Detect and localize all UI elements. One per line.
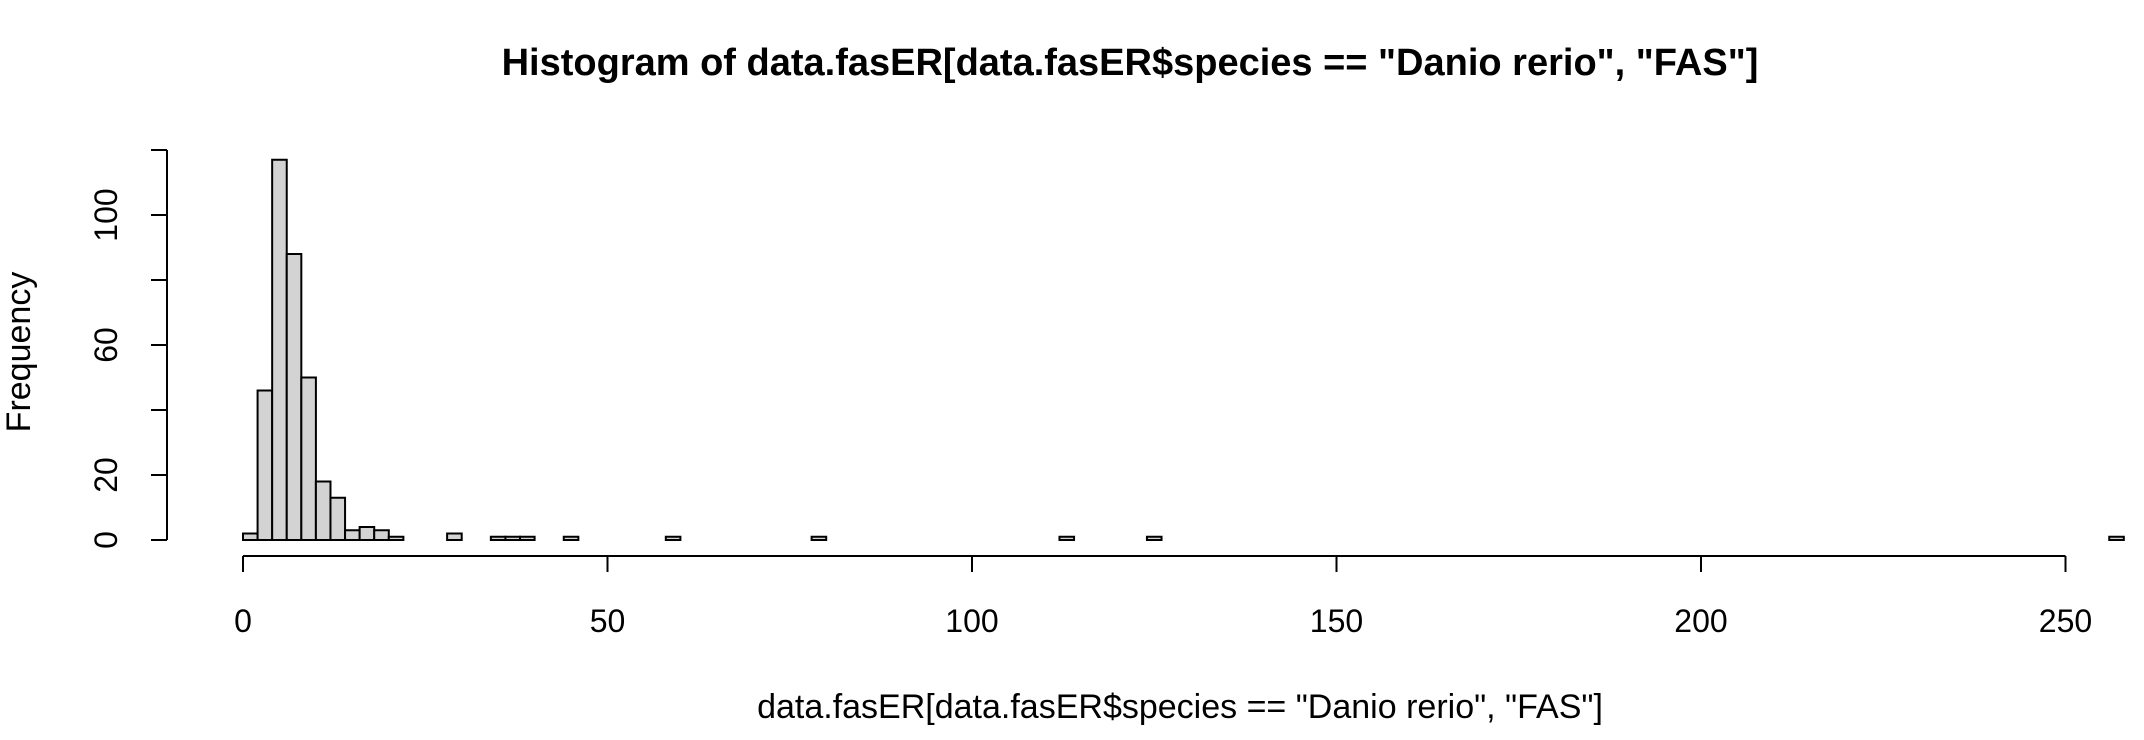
histogram-bar [446, 532, 463, 541]
histogram-bar [810, 535, 828, 541]
x-tick-label: 150 [1310, 603, 1363, 639]
histogram-bar [285, 253, 303, 541]
x-tick-label: 200 [1674, 603, 1727, 639]
histogram-bar [489, 535, 507, 541]
histogram-bar [314, 480, 332, 541]
x-axis: 0 50 100 150 200 250 [234, 555, 2092, 639]
x-axis-label: data.fasER[data.fasER$species == "Danio … [757, 688, 1603, 726]
histogram-bar [271, 158, 288, 541]
histogram-bar [664, 535, 682, 541]
histogram-bar [242, 532, 259, 541]
y-tick-label: 60 [88, 327, 124, 363]
histogram-bar [562, 535, 580, 541]
x-tick-label: 250 [2039, 603, 2092, 639]
histogram-bar [519, 535, 536, 541]
y-tick-label: 20 [88, 457, 124, 493]
histogram-bar [344, 529, 361, 541]
histogram-bar [329, 496, 347, 541]
y-tick-label: 100 [88, 188, 124, 241]
y-axis-label: Frequency [0, 272, 38, 433]
histogram-bar [504, 535, 522, 541]
x-tick-label: 50 [590, 603, 626, 639]
histogram-bar [256, 389, 274, 541]
histogram-bar [373, 529, 390, 541]
histogram-bar [358, 526, 376, 541]
histogram-bar [1058, 535, 1076, 541]
chart-title: Histogram of data.fasER[data.fasER$speci… [502, 42, 1759, 84]
x-tick-label: 100 [945, 603, 998, 639]
y-axis: 0 20 60 100 [88, 149, 168, 549]
histogram-bar [1145, 535, 1163, 541]
histogram-bar [387, 535, 405, 541]
histogram-bar [2108, 535, 2125, 541]
x-tick-label: 0 [234, 603, 252, 639]
histogram-bar [300, 376, 317, 541]
y-tick-label: 0 [88, 531, 124, 549]
histogram-bars [242, 158, 2125, 541]
